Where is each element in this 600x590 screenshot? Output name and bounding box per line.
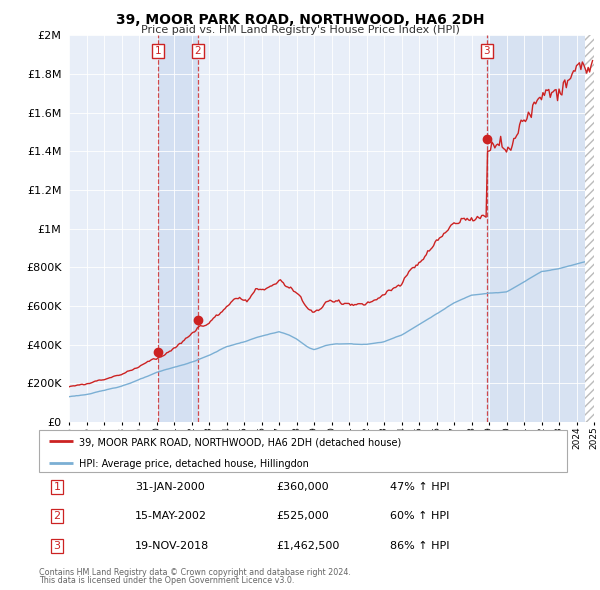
Text: 39, MOOR PARK ROAD, NORTHWOOD, HA6 2DH (detached house): 39, MOOR PARK ROAD, NORTHWOOD, HA6 2DH (… bbox=[79, 437, 401, 447]
Text: 15-MAY-2002: 15-MAY-2002 bbox=[135, 512, 207, 521]
Text: This data is licensed under the Open Government Licence v3.0.: This data is licensed under the Open Gov… bbox=[39, 576, 295, 585]
FancyBboxPatch shape bbox=[39, 430, 567, 472]
Text: Contains HM Land Registry data © Crown copyright and database right 2024.: Contains HM Land Registry data © Crown c… bbox=[39, 568, 351, 577]
Text: 19-NOV-2018: 19-NOV-2018 bbox=[135, 541, 209, 550]
Text: 1: 1 bbox=[53, 482, 61, 491]
Text: 60% ↑ HPI: 60% ↑ HPI bbox=[390, 512, 449, 521]
Bar bbox=[585, 35, 594, 422]
Text: HPI: Average price, detached house, Hillingdon: HPI: Average price, detached house, Hill… bbox=[79, 458, 308, 468]
Text: 39, MOOR PARK ROAD, NORTHWOOD, HA6 2DH: 39, MOOR PARK ROAD, NORTHWOOD, HA6 2DH bbox=[116, 13, 484, 27]
Text: 86% ↑ HPI: 86% ↑ HPI bbox=[390, 541, 449, 550]
Text: 2: 2 bbox=[194, 46, 201, 56]
Bar bbox=[585, 35, 594, 422]
Text: £360,000: £360,000 bbox=[276, 482, 329, 491]
Text: £1,462,500: £1,462,500 bbox=[276, 541, 340, 550]
Text: Price paid vs. HM Land Registry's House Price Index (HPI): Price paid vs. HM Land Registry's House … bbox=[140, 25, 460, 35]
Text: 47% ↑ HPI: 47% ↑ HPI bbox=[390, 482, 449, 491]
Bar bbox=[158, 35, 198, 422]
Text: 31-JAN-2000: 31-JAN-2000 bbox=[135, 482, 205, 491]
Bar bbox=[487, 35, 594, 422]
Text: 3: 3 bbox=[484, 46, 490, 56]
Text: 1: 1 bbox=[155, 46, 161, 56]
Text: £525,000: £525,000 bbox=[276, 512, 329, 521]
Text: 3: 3 bbox=[53, 541, 61, 550]
Text: 2: 2 bbox=[53, 512, 61, 521]
